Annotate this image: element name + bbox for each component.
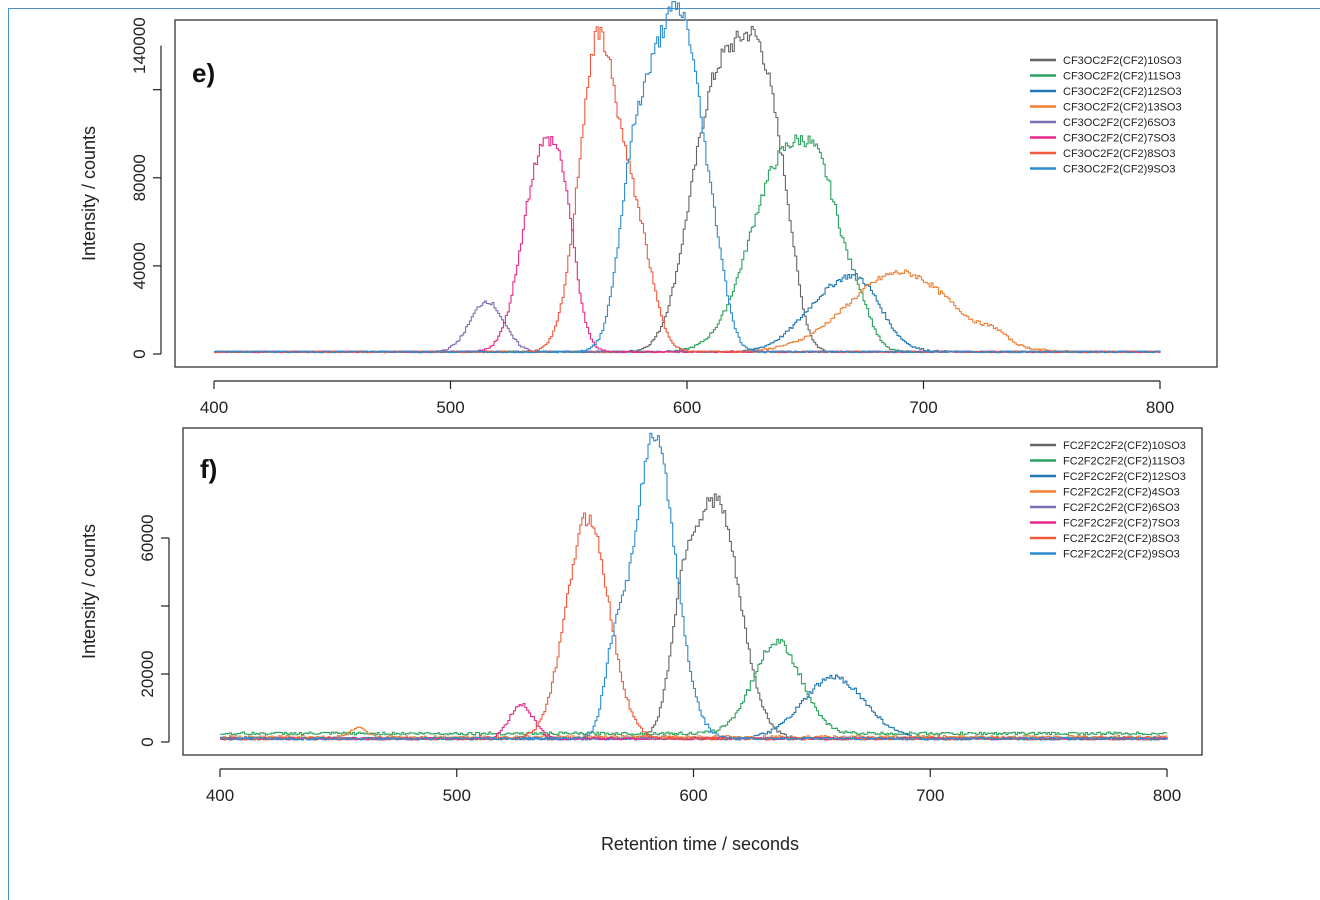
legend-entry: FC2F2C2F2(CF2)9SO3	[1063, 549, 1180, 561]
legend-entry: CF3OC2F2(CF2)7SO3	[1063, 133, 1175, 145]
series-line-2	[214, 273, 1161, 354]
chart-panel-0: 400 500 600 700 800 0 40000 80000 140000 Intensit…	[79, 0, 1218, 417]
legend-entry: FC2F2C2F2(CF2)4SO3	[1063, 487, 1180, 499]
x-tick-label: 500	[443, 786, 471, 805]
series-line-0	[220, 493, 1168, 741]
x-tick-label: 700	[909, 398, 937, 417]
series-line-6	[220, 512, 1168, 741]
x-tick-label: 500	[436, 398, 464, 417]
x-tick-label: 400	[206, 786, 234, 805]
legend-entry: FC2F2C2F2(CF2)6SO3	[1063, 502, 1180, 514]
chart-panel-1: 400 500 600 700 800 0 20000 60000 Intensity / co…	[79, 427, 1203, 805]
x-tick-label: 600	[673, 398, 701, 417]
x-axis-label: Retention time / seconds	[601, 834, 799, 854]
x-tick-label: 800	[1153, 786, 1181, 805]
y-tick-label: 60000	[138, 514, 157, 561]
legend-entry: CF3OC2F2(CF2)13SO3	[1063, 102, 1182, 114]
y-tick-label: 140000	[130, 17, 149, 74]
legend-entry: FC2F2C2F2(CF2)10SO3	[1063, 440, 1186, 452]
legend-entry: FC2F2C2F2(CF2)11SO3	[1063, 456, 1185, 468]
x-tick-label: 600	[679, 786, 707, 805]
panel-label: f)	[200, 454, 217, 484]
legend-entry: FC2F2C2F2(CF2)8SO3	[1063, 533, 1180, 545]
legend-entry: CF3OC2F2(CF2)9SO3	[1063, 164, 1175, 176]
y-tick-label: 0	[130, 349, 149, 358]
panel-label: e)	[192, 58, 215, 88]
x-tick-label: 700	[916, 786, 944, 805]
legend-entry: CF3OC2F2(CF2)8SO3	[1063, 148, 1175, 160]
x-tick-label: 800	[1146, 398, 1174, 417]
y-tick-label: 0	[138, 737, 157, 746]
series-line-3	[214, 269, 1161, 354]
x-tick-label: 400	[200, 398, 228, 417]
series-line-6	[214, 26, 1161, 354]
series-line-7	[220, 432, 1168, 741]
y-tick-label: 80000	[130, 154, 149, 201]
figure-frame	[8, 8, 1320, 900]
y-tick-label: 40000	[130, 242, 149, 289]
legend-entry: CF3OC2F2(CF2)10SO3	[1063, 55, 1182, 67]
legend-entry: FC2F2C2F2(CF2)12SO3	[1063, 471, 1186, 483]
y-tick-label: 20000	[138, 650, 157, 697]
series-line-5	[214, 136, 1161, 354]
legend-entry: CF3OC2F2(CF2)6SO3	[1063, 117, 1175, 129]
plot-box	[174, 19, 1218, 368]
legend-entry: CF3OC2F2(CF2)12SO3	[1063, 86, 1182, 98]
series-line-1	[214, 134, 1161, 354]
series-line-0	[214, 25, 1161, 354]
y-axis-label: Intensity / counts	[79, 524, 99, 659]
y-axis-label: Intensity / counts	[79, 126, 99, 261]
plot-box	[182, 427, 1203, 756]
series-line-7	[214, 0, 1161, 354]
legend-entry: FC2F2C2F2(CF2)7SO3	[1063, 518, 1180, 530]
series-line-1	[220, 638, 1168, 736]
legend-entry: CF3OC2F2(CF2)11SO3	[1063, 71, 1181, 83]
